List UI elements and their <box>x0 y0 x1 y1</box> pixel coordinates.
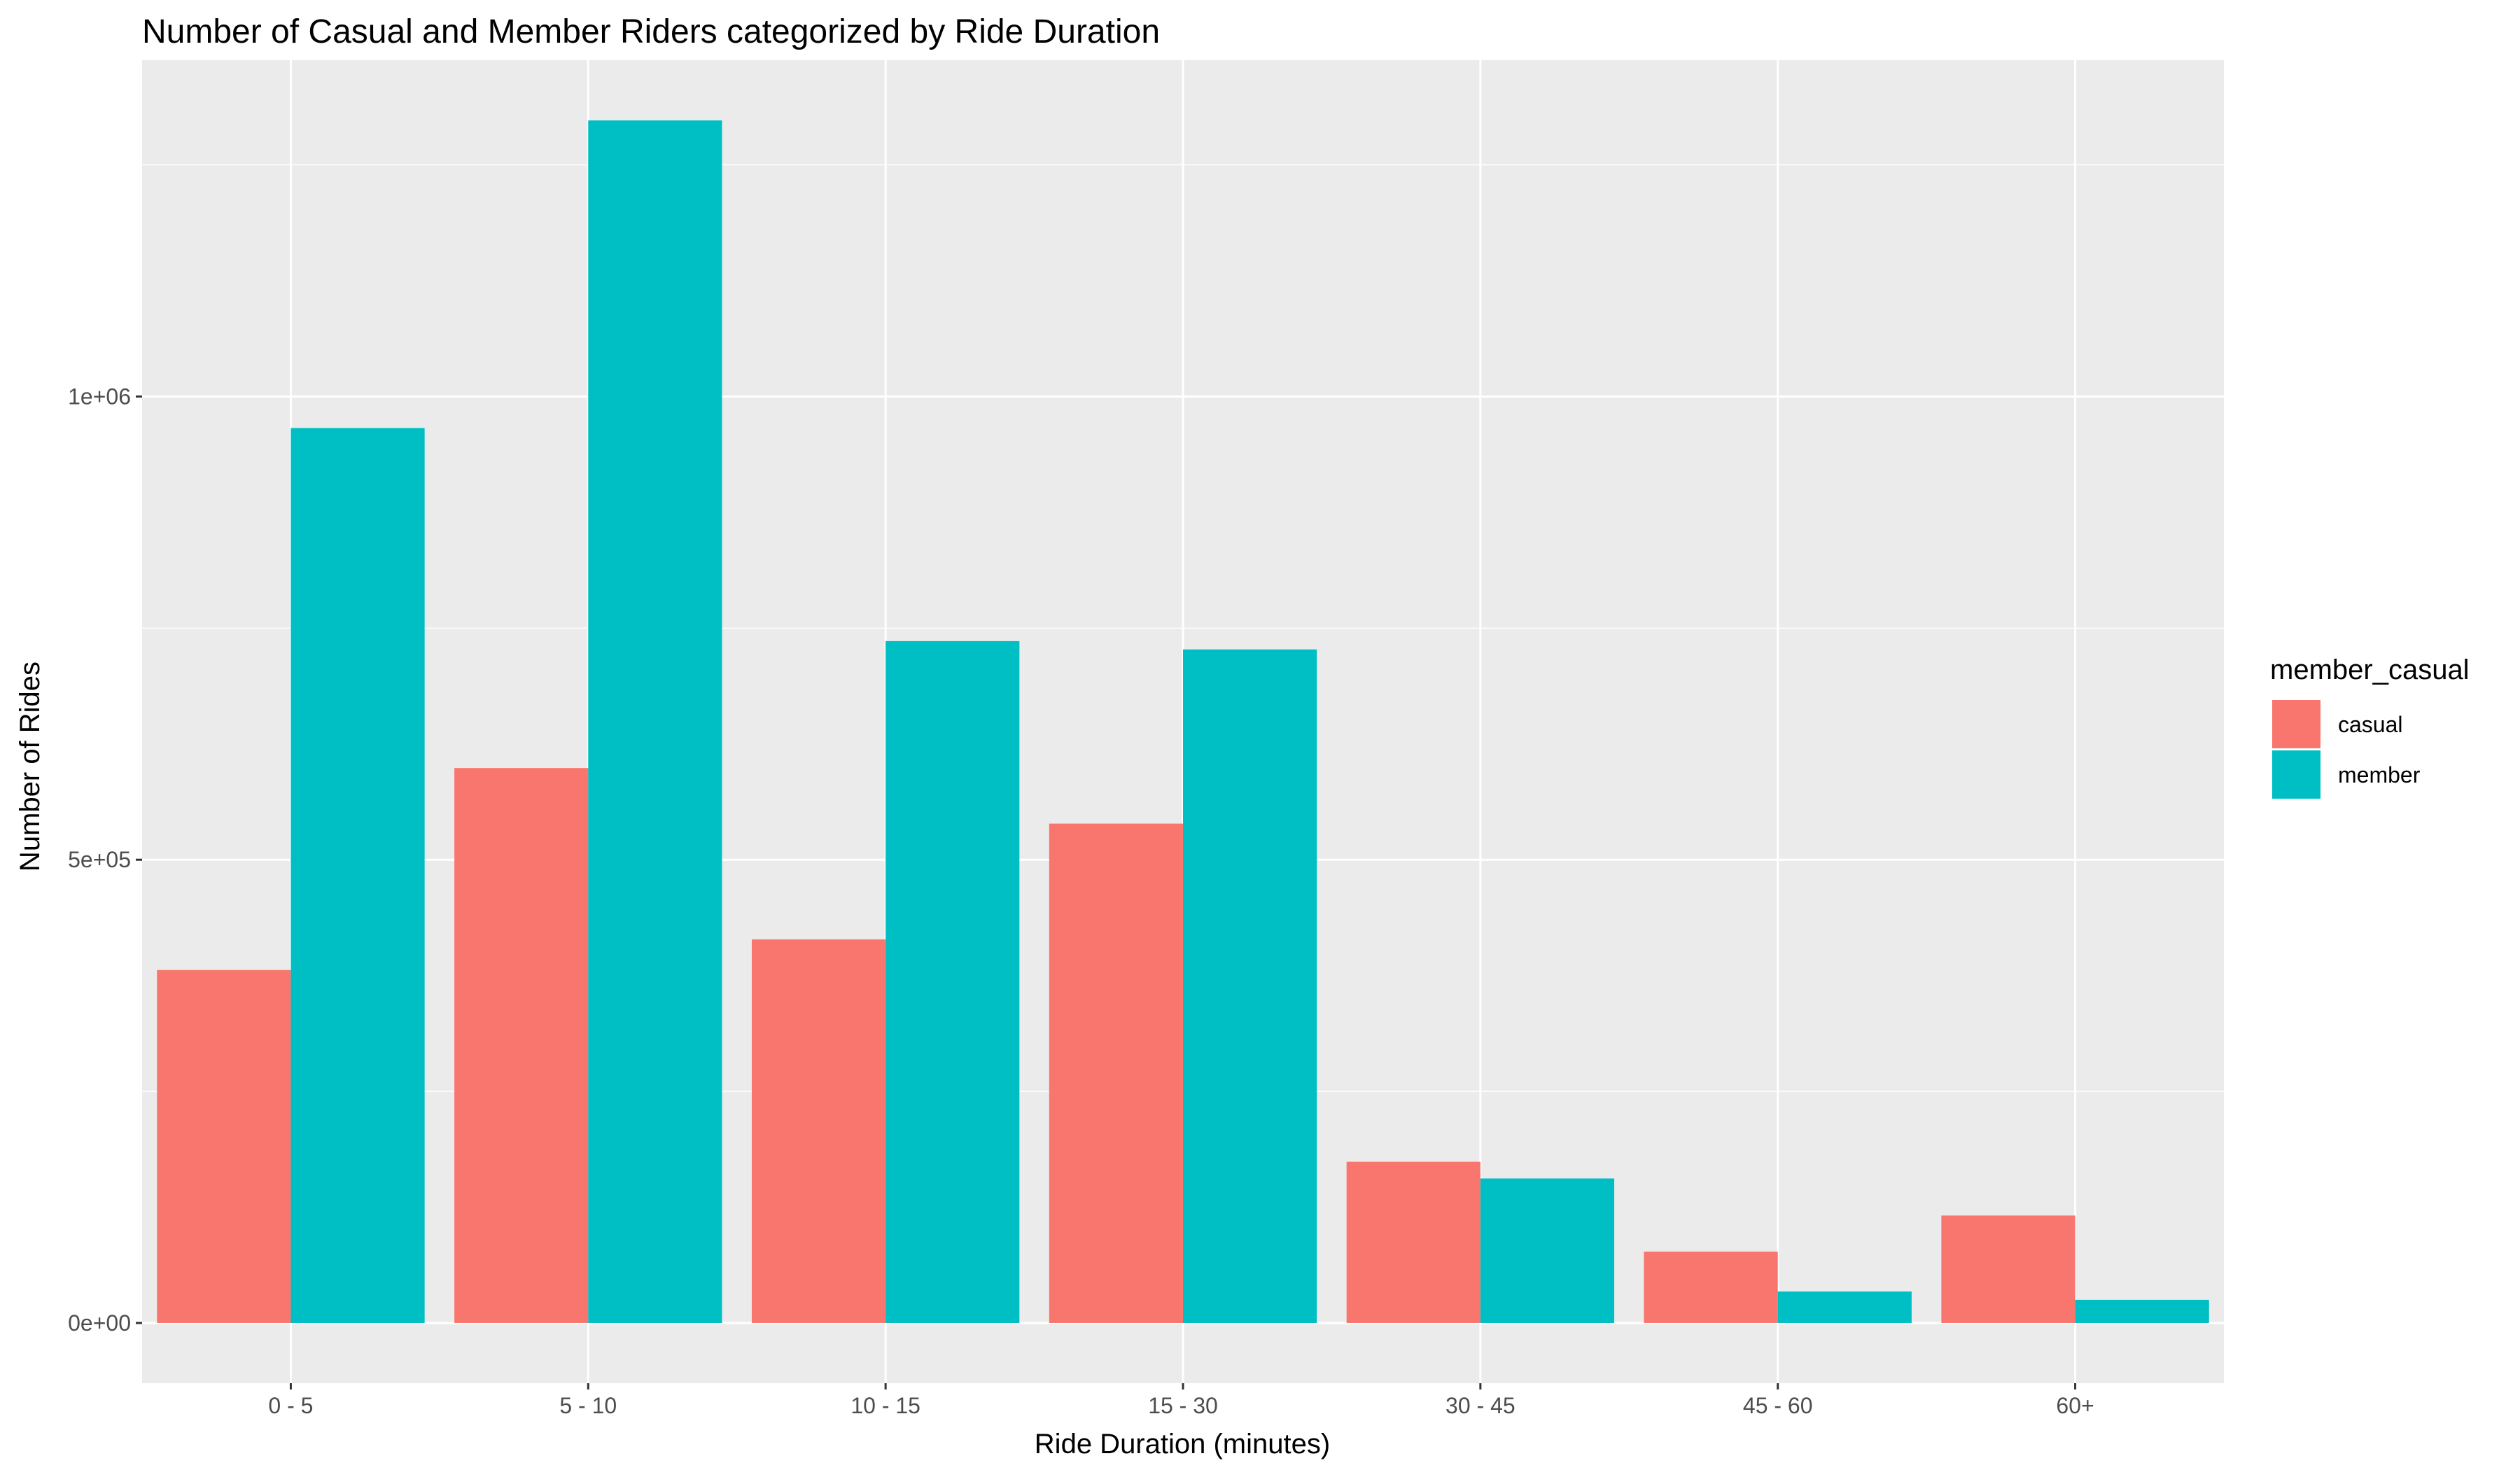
bar-member <box>886 640 1020 1323</box>
x-tick-label: 10 - 15 <box>850 1393 920 1418</box>
chart-title: Number of Casual and Member Riders categ… <box>142 13 1160 50</box>
legend-key-casual <box>2272 700 2320 748</box>
legend-title: member_casual <box>2270 654 2470 685</box>
y-tick-label: 1e+06 <box>68 384 131 409</box>
x-axis-title: Ride Duration (minutes) <box>1035 1429 1330 1460</box>
bar-casual <box>751 939 886 1323</box>
bar-member <box>588 120 722 1323</box>
bar-casual <box>1346 1161 1480 1323</box>
bar-member <box>1480 1178 1615 1323</box>
legend: member_casual casual member <box>2270 654 2470 799</box>
x-axis: 0 - 5 5 - 10 10 - 15 15 - 30 30 - 45 45 - 60 6… <box>268 1383 2094 1418</box>
bar-casual <box>454 768 589 1323</box>
x-tick-label: 5 - 10 <box>559 1393 617 1418</box>
y-axis: 0e+00 5e+05 1e+06 <box>68 384 142 1336</box>
y-tick-label: 5e+05 <box>68 847 131 872</box>
bar-casual <box>157 969 291 1323</box>
y-axis-title: Number of Rides <box>15 662 46 872</box>
x-tick-label: 0 - 5 <box>268 1393 313 1418</box>
y-tick-label: 0e+00 <box>68 1310 131 1336</box>
legend-label-casual: casual <box>2338 712 2403 737</box>
bar-member <box>1183 649 1317 1323</box>
bar-member <box>1777 1291 1912 1323</box>
bars <box>157 120 2209 1323</box>
x-tick-label: 30 - 45 <box>1446 1393 1516 1418</box>
x-tick-label: 45 - 60 <box>1743 1393 1813 1418</box>
bar-casual <box>1049 823 1183 1323</box>
bar-casual <box>1644 1252 1778 1323</box>
bar-member <box>2075 1299 2209 1323</box>
legend-key-member <box>2272 750 2320 799</box>
legend-label-member: member <box>2338 762 2421 788</box>
bar-casual <box>1941 1215 2076 1323</box>
x-tick-label: 60+ <box>2056 1393 2094 1418</box>
x-tick-label: 15 - 30 <box>1148 1393 1218 1418</box>
bar-member <box>290 428 425 1323</box>
